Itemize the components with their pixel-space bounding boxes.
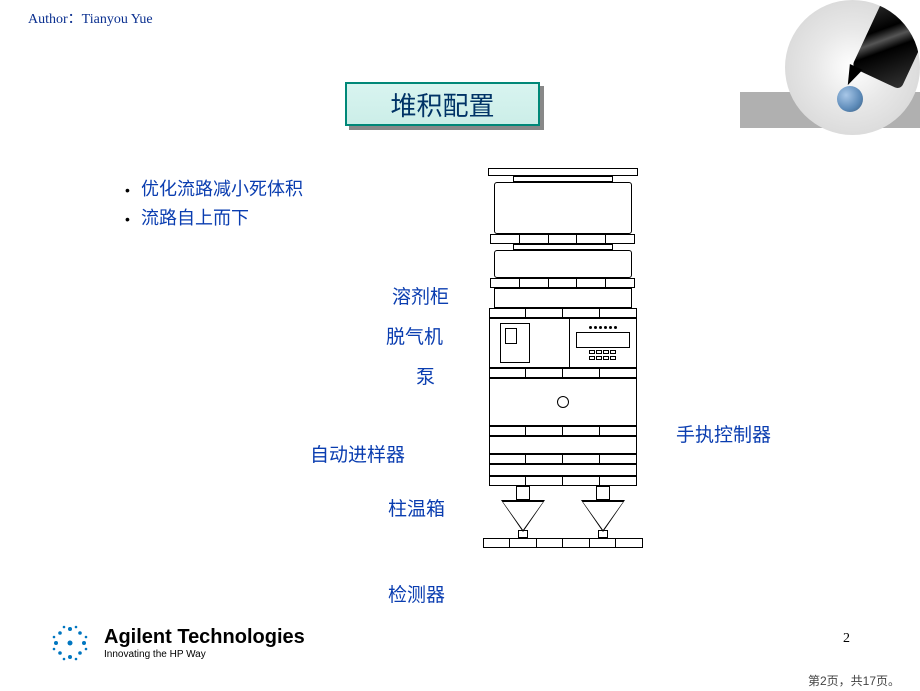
logo-area: Agilent Technologies Innovating the HP W… bbox=[50, 623, 305, 663]
label-detector: 检测器 bbox=[388, 580, 445, 607]
page-footer: 第2页，共17页。 bbox=[808, 672, 900, 689]
slide-title: 堆积配置 bbox=[345, 82, 540, 126]
label-column: 柱温箱 bbox=[388, 494, 445, 521]
bullet-item: 优化流路减小死体积 bbox=[125, 175, 303, 204]
label-pump: 泵 bbox=[416, 362, 435, 389]
bullet-item: 流路自上而下 bbox=[125, 204, 303, 233]
label-degasser: 脱气机 bbox=[386, 322, 443, 349]
label-autosampler: 自动进样器 bbox=[310, 440, 405, 467]
instrument-stack-diagram bbox=[480, 168, 645, 568]
agilent-starburst-icon bbox=[50, 623, 90, 663]
logo-company-name: Agilent Technologies bbox=[104, 626, 305, 649]
author-label: Author：Tianyou Yue bbox=[28, 8, 153, 28]
label-handheld: 手执控制器 bbox=[676, 420, 771, 447]
label-solvent: 溶剂柜 bbox=[392, 282, 449, 309]
slide-number: 2 bbox=[843, 631, 850, 647]
corner-decorative-image bbox=[785, 0, 920, 135]
logo-tagline: Innovating the HP Way bbox=[104, 649, 305, 660]
slide-title-box: 堆积配置 bbox=[345, 82, 540, 126]
bullet-list: 优化流路减小死体积 流路自上而下 bbox=[125, 175, 303, 233]
